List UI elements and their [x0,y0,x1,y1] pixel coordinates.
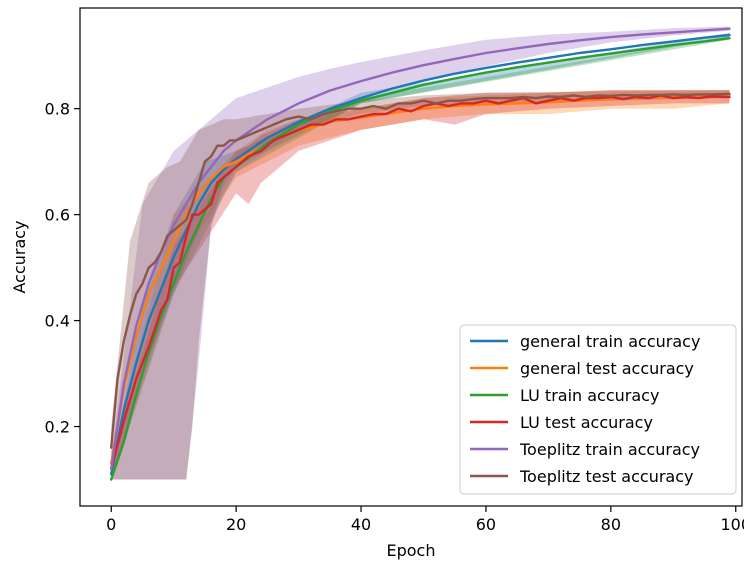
x-tick-label: 20 [226,515,246,534]
y-axis-label: Accuracy [10,220,29,293]
legend-entry: LU test accuracy [520,413,653,432]
y-tick-label: 0.8 [45,100,70,119]
x-tick-label: 0 [106,515,116,534]
plot-frame [79,7,743,507]
x-tick-label: 40 [351,515,371,534]
legend: general train accuracy general test accur… [459,324,737,495]
legend-box [459,324,737,495]
legend-entry: LU train accuracy [520,386,659,405]
series-lines [109,27,731,481]
x-tick-label: 80 [601,515,621,534]
y-axis: 0.2 0.4 0.6 0.8 [45,100,80,437]
legend-entry: general train accuracy [520,332,700,351]
x-tick-label: 60 [476,515,496,534]
y-tick-label: 0.4 [45,312,70,331]
band-series-6 [111,90,730,480]
legend-entry: Toeplitz test accuracy [519,467,694,486]
line-series-1 [109,33,731,476]
legend-entry: general test accuracy [520,359,694,378]
line-series-6 [109,92,731,449]
x-axis-label: Epoch [387,541,436,560]
x-axis: 0 20 40 60 80 100 [106,506,744,534]
line-series-4 [109,94,731,471]
y-tick-label: 0.6 [45,206,70,225]
x-tick-label: 100 [720,515,744,534]
legend-entry: Toeplitz train accuracy [519,440,700,459]
y-tick-label: 0.2 [45,418,70,437]
